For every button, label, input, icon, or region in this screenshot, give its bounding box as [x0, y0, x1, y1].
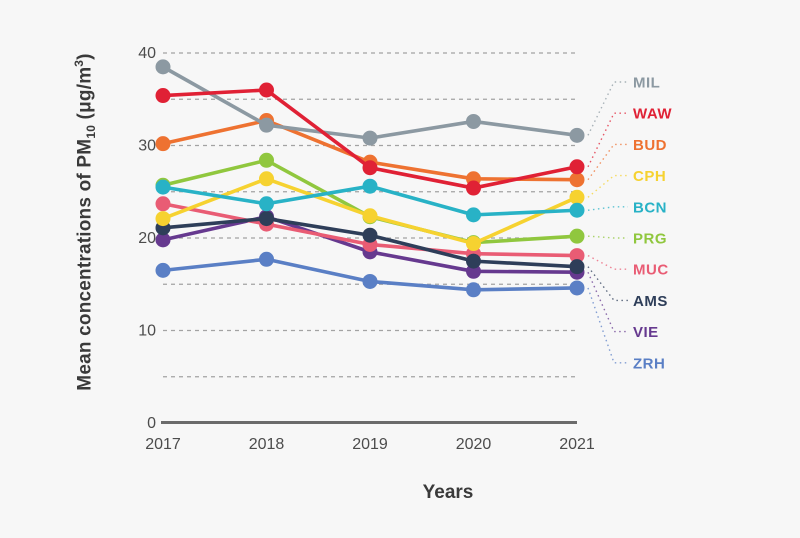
- legend-leader-line-MIL: [587, 81, 628, 136]
- data-point-VIE-2017: [155, 232, 171, 248]
- data-point-AMS-2020: [466, 253, 481, 269]
- data-point-ZRH-2019: [362, 273, 378, 289]
- legend-label-PRG: PRG: [633, 231, 667, 248]
- legend-leader-line-PRG: [587, 235, 628, 239]
- x-tick-label-2021: 2021: [559, 436, 595, 453]
- data-point-MIL-2020: [466, 113, 481, 129]
- legend-label-AMS: AMS: [633, 293, 668, 310]
- y-tick-label-30: 30: [138, 138, 156, 155]
- data-point-WAW-2018: [259, 82, 274, 98]
- y-tick-label-20: 20: [138, 230, 156, 247]
- legend-label-MUC: MUC: [633, 262, 669, 279]
- y-tick-label-10: 10: [138, 323, 156, 340]
- data-point-MIL-2021: [569, 127, 585, 143]
- legend-label-BCN: BCN: [633, 199, 667, 216]
- y-tick-label-0: 0: [147, 415, 156, 432]
- legend-leader-line-VIE: [587, 271, 628, 333]
- legend-label-MIL: MIL: [633, 75, 660, 92]
- data-point-BCN-2019: [362, 178, 378, 194]
- data-point-MUC-2017: [155, 196, 171, 212]
- data-point-BCN-2020: [466, 207, 481, 223]
- data-point-MUC-2021: [569, 248, 585, 264]
- data-point-BCN-2017: [155, 179, 171, 195]
- data-point-CPH-2017: [155, 211, 171, 227]
- legend-label-ZRH: ZRH: [633, 355, 665, 372]
- data-point-BUD-2017: [155, 136, 171, 152]
- x-tick-label-2018: 2018: [249, 436, 285, 453]
- legend-label-VIE: VIE: [633, 324, 659, 341]
- legend-leader-line-WAW: [587, 112, 628, 168]
- x-tick-label-2020: 2020: [456, 436, 492, 453]
- series-line-MIL: [161, 65, 579, 140]
- data-point-WAW-2021: [569, 159, 585, 175]
- data-point-CPH-2020: [466, 236, 481, 252]
- data-point-AMS-2021: [569, 259, 585, 275]
- data-point-WAW-2019: [362, 160, 378, 176]
- data-point-PRG-2018: [259, 152, 274, 168]
- data-point-WAW-2020: [466, 180, 481, 196]
- x-axis-title: Years: [422, 482, 474, 503]
- data-point-CPH-2018: [259, 171, 274, 187]
- data-point-MIL-2019: [362, 130, 378, 146]
- data-point-CPH-2019: [362, 208, 378, 224]
- data-point-BCN-2018: [259, 196, 274, 212]
- legend-leader-line-CPH: [587, 174, 628, 198]
- data-point-BCN-2021: [569, 202, 585, 218]
- legend-leader-line-AMS: [587, 266, 628, 302]
- data-point-AMS-2019: [362, 227, 378, 243]
- data-point-BUD-2021: [569, 172, 585, 188]
- data-point-ZRH-2018: [259, 251, 274, 267]
- data-point-MIL-2018: [259, 117, 274, 133]
- data-point-WAW-2017: [155, 88, 171, 104]
- data-point-AMS-2018: [259, 211, 274, 227]
- data-point-CPH-2021: [569, 189, 585, 205]
- legend-leader-line-ZRH: [587, 287, 628, 364]
- legend-label-WAW: WAW: [633, 106, 672, 123]
- legend-leader-line-BUD: [587, 143, 628, 181]
- legend-label-BUD: BUD: [633, 137, 667, 154]
- data-point-ZRH-2021: [569, 280, 585, 296]
- legend-leader-line-MUC: [587, 254, 628, 270]
- data-point-ZRH-2017: [155, 262, 171, 278]
- y-tick-label-40: 40: [138, 45, 156, 62]
- data-point-PRG-2021: [569, 228, 585, 244]
- legend-leader-line-BCN: [587, 206, 628, 211]
- y-axis-title: Mean concentrations of PM10 (μg/m3): [71, 53, 99, 391]
- data-point-MIL-2017: [155, 59, 171, 75]
- x-tick-label-2019: 2019: [352, 436, 388, 453]
- legend-label-CPH: CPH: [633, 168, 666, 185]
- x-tick-label-2017: 2017: [145, 436, 181, 453]
- data-point-ZRH-2020: [466, 282, 481, 298]
